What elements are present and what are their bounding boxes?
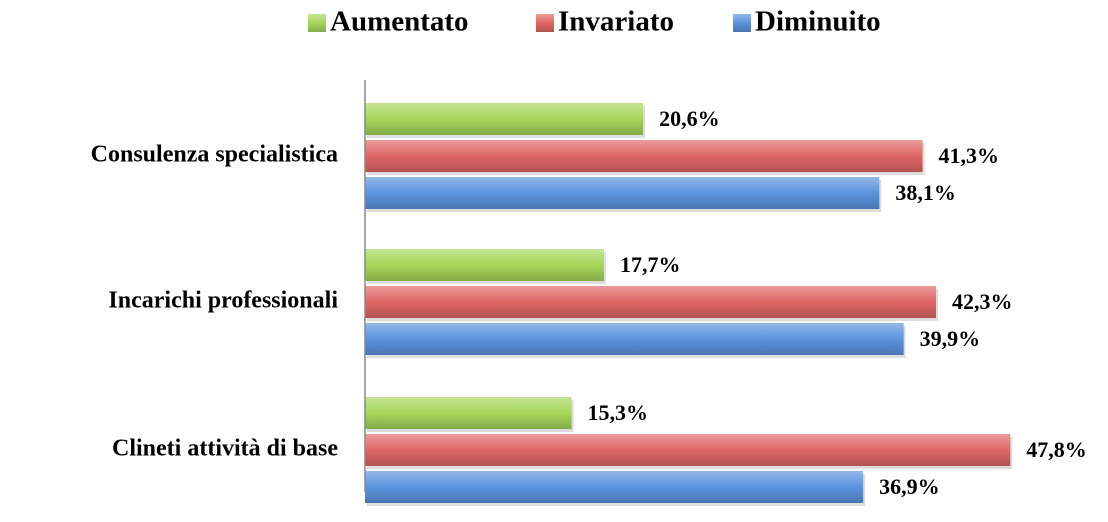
bar xyxy=(365,103,644,135)
value-label: 41,3% xyxy=(939,143,1000,168)
value-label: 36,9% xyxy=(879,474,940,499)
bar xyxy=(365,140,923,172)
bar xyxy=(365,323,904,355)
bar xyxy=(365,177,880,209)
bar xyxy=(365,249,604,281)
category-label: Clineti attività di base xyxy=(112,436,338,462)
value-label: 39,9% xyxy=(920,326,981,351)
legend-swatch xyxy=(536,14,554,32)
bar xyxy=(365,434,1011,466)
legend-swatch xyxy=(733,14,751,32)
value-label: 17,7% xyxy=(620,252,681,277)
bar xyxy=(365,397,572,429)
legend-label: Diminuito xyxy=(755,6,881,38)
bar xyxy=(365,286,937,318)
value-label: 47,8% xyxy=(1026,437,1087,462)
value-label: 20,6% xyxy=(659,106,720,131)
value-label: 42,3% xyxy=(952,289,1013,314)
legend-swatch xyxy=(308,14,326,32)
category-label: Consulenza specialistica xyxy=(91,142,338,168)
legend-label: Invariato xyxy=(558,6,674,38)
bar xyxy=(365,471,864,503)
value-label: 15,3% xyxy=(588,400,649,425)
value-label: 38,1% xyxy=(895,180,956,205)
legend-label: Aumentato xyxy=(330,6,469,38)
category-label: Incarichi professionali xyxy=(108,288,338,314)
